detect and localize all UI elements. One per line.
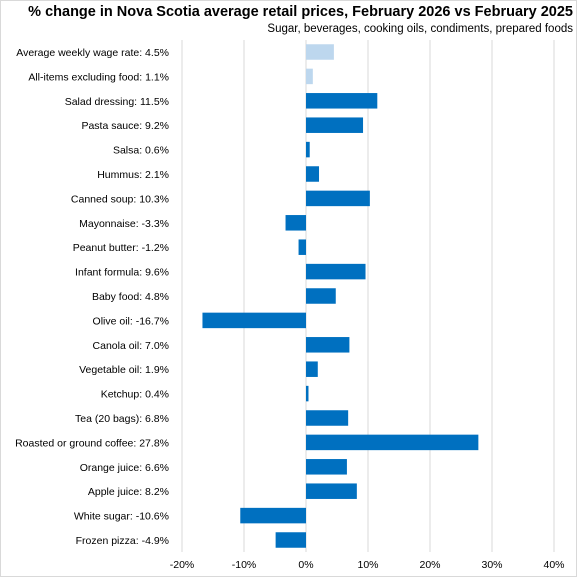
bar [306,459,347,475]
category-label: Canned soup: 10.3% [71,193,169,205]
x-tick-label: 20% [419,559,440,571]
bar [298,239,306,255]
bar [306,141,310,158]
category-label: Ketchup: 0.4% [101,389,169,401]
category-label: Vegetable oil: 1.9% [79,364,169,376]
x-tick-label: -20% [170,559,195,571]
x-axis-ticks: -20% -10% 0% 10% 20% 30% 40% [170,559,565,571]
category-label: Pasta sauce: 9.2% [81,120,169,132]
category-label: Mayonnaise: -3.3% [79,218,169,230]
category-label: Apple juice: 8.2% [88,486,169,498]
category-label: Orange juice: 6.6% [80,462,169,474]
category-label: Olive oil: -16.7% [93,315,169,327]
category-label: All-items excluding food: 1.1% [28,71,169,83]
bar [306,93,378,109]
bar [306,410,349,426]
bar [306,483,357,499]
bar [306,288,336,304]
x-tick-label: -10% [232,559,257,571]
category-label: Canola oil: 7.0% [93,340,169,352]
category-label: Infant formula: 9.6% [75,267,169,279]
category-label: Tea (20 bags): 6.8% [75,413,169,425]
bar [306,117,364,133]
category-label: Salsa: 0.6% [113,145,169,157]
category-labels: Average weekly wage rate: 4.5% All-items … [15,47,169,547]
category-label: White sugar: -10.6% [74,511,169,523]
bar [306,385,309,402]
bar [306,44,334,60]
category-label: Salad dressing: 11.5% [65,96,169,108]
chart-subtitle: Sugar, beverages, cooking oils, condimen… [267,23,573,35]
bar [306,361,318,377]
x-tick-label: 0% [298,559,313,571]
bar [306,434,479,451]
category-label: Frozen pizza: -4.9% [76,535,169,547]
bar [240,507,306,524]
category-label: Peanut butter: -1.2% [73,242,169,254]
bar [275,532,306,548]
gridlines [181,40,555,552]
x-tick-label: 40% [543,559,564,571]
bar [202,312,306,329]
bar [306,263,366,280]
bar [306,337,350,353]
bar-series [202,44,479,548]
chart-title: % change in Nova Scotia average retail p… [28,4,573,20]
category-label: Average weekly wage rate: 4.5% [16,47,169,59]
category-label: Roasted or ground coffee: 27.8% [15,437,169,449]
bar [306,166,320,182]
bar [306,190,370,207]
x-tick-label: 30% [481,559,502,571]
bar [306,68,313,85]
category-label: Hummus: 2.1% [97,169,169,181]
category-label: Baby food: 4.8% [92,291,169,303]
x-tick-label: 10% [357,559,378,571]
bar [285,215,306,231]
